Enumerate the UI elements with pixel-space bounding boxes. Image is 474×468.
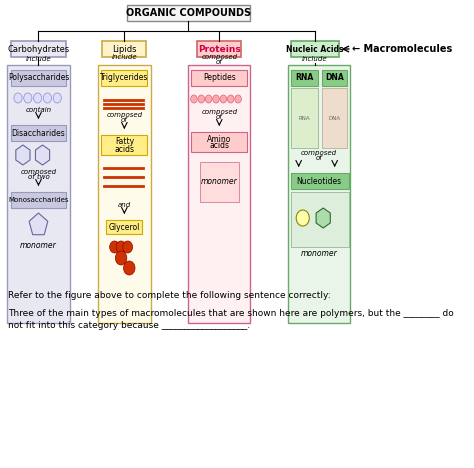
Circle shape bbox=[228, 95, 234, 103]
Bar bbox=[191, 70, 247, 86]
Text: ← Macromolecules: ← Macromolecules bbox=[352, 44, 452, 54]
Circle shape bbox=[213, 95, 219, 103]
Bar bbox=[292, 173, 348, 189]
Text: include: include bbox=[111, 54, 137, 60]
Text: and: and bbox=[118, 202, 131, 208]
Circle shape bbox=[14, 93, 22, 103]
Circle shape bbox=[235, 95, 241, 103]
Text: include: include bbox=[302, 56, 328, 62]
Text: ORGANIC COMPOUNDS: ORGANIC COMPOUNDS bbox=[126, 8, 251, 18]
Text: Lipids: Lipids bbox=[112, 44, 137, 53]
Bar bbox=[191, 132, 247, 152]
Bar bbox=[127, 5, 250, 21]
Circle shape bbox=[191, 95, 197, 103]
Text: Proteins: Proteins bbox=[198, 44, 241, 53]
Text: not fit into this category because ___________________.: not fit into this category because _____… bbox=[8, 321, 250, 329]
Bar bbox=[288, 65, 350, 323]
Circle shape bbox=[220, 95, 227, 103]
Text: Triglycerides: Triglycerides bbox=[100, 73, 148, 82]
Bar bbox=[102, 41, 146, 57]
Circle shape bbox=[34, 93, 42, 103]
Text: monomer: monomer bbox=[301, 249, 337, 257]
Circle shape bbox=[123, 241, 133, 253]
Bar bbox=[292, 70, 319, 86]
Text: include: include bbox=[26, 56, 51, 62]
Bar bbox=[106, 220, 142, 234]
Text: of: of bbox=[316, 155, 322, 161]
Text: composed: composed bbox=[106, 112, 142, 118]
Bar bbox=[292, 41, 339, 57]
Bar bbox=[322, 88, 347, 148]
Bar bbox=[322, 70, 347, 86]
Text: Disaccharides: Disaccharides bbox=[11, 129, 65, 138]
Circle shape bbox=[116, 241, 126, 253]
Text: acids: acids bbox=[114, 145, 134, 154]
Bar bbox=[10, 125, 66, 141]
Bar bbox=[10, 41, 66, 57]
Text: Nucleotides: Nucleotides bbox=[297, 176, 342, 185]
Circle shape bbox=[296, 210, 310, 226]
Text: of: of bbox=[216, 59, 223, 65]
Circle shape bbox=[124, 261, 135, 275]
Text: DNA: DNA bbox=[325, 73, 344, 82]
Text: of: of bbox=[121, 117, 128, 123]
Text: monomer: monomer bbox=[20, 241, 57, 249]
Text: Three of the main types of macromolecules that are shown here are polymers, but : Three of the main types of macromolecule… bbox=[8, 308, 454, 317]
Bar bbox=[200, 162, 239, 202]
Bar bbox=[7, 65, 70, 323]
Bar bbox=[292, 88, 319, 148]
Text: contain: contain bbox=[26, 107, 52, 113]
Bar bbox=[101, 70, 147, 86]
Circle shape bbox=[109, 241, 119, 253]
Text: of two: of two bbox=[27, 174, 49, 180]
Text: DNA: DNA bbox=[328, 116, 341, 120]
Bar bbox=[10, 70, 66, 86]
Text: monomer: monomer bbox=[201, 177, 237, 187]
Text: Refer to the figure above to complete the following sentence correctly:: Refer to the figure above to complete th… bbox=[8, 291, 331, 300]
Circle shape bbox=[24, 93, 32, 103]
Text: Amino: Amino bbox=[207, 134, 231, 144]
Text: Fatty: Fatty bbox=[115, 138, 134, 146]
Bar bbox=[197, 41, 241, 57]
Circle shape bbox=[205, 95, 212, 103]
Text: composed: composed bbox=[301, 150, 337, 156]
Text: composed: composed bbox=[201, 54, 237, 60]
Text: Polysaccharides: Polysaccharides bbox=[8, 73, 69, 82]
Bar bbox=[101, 135, 147, 155]
Text: Peptides: Peptides bbox=[203, 73, 236, 82]
Bar bbox=[98, 65, 151, 323]
Text: RNA: RNA bbox=[295, 73, 313, 82]
Text: Carbohydrates: Carbohydrates bbox=[7, 44, 70, 53]
Text: Monosaccharides: Monosaccharides bbox=[8, 197, 69, 203]
Bar bbox=[188, 65, 250, 323]
Text: Glycerol: Glycerol bbox=[109, 222, 140, 232]
Text: of: of bbox=[216, 114, 223, 120]
Circle shape bbox=[198, 95, 205, 103]
Circle shape bbox=[115, 251, 127, 265]
Text: composed: composed bbox=[201, 109, 237, 115]
Text: RNA: RNA bbox=[299, 116, 310, 120]
Text: Nucleic Acids: Nucleic Acids bbox=[286, 44, 344, 53]
Circle shape bbox=[53, 93, 61, 103]
Bar bbox=[10, 192, 66, 208]
Circle shape bbox=[43, 93, 52, 103]
Text: acids: acids bbox=[210, 141, 229, 151]
Bar bbox=[292, 192, 348, 247]
Text: composed: composed bbox=[20, 169, 56, 175]
